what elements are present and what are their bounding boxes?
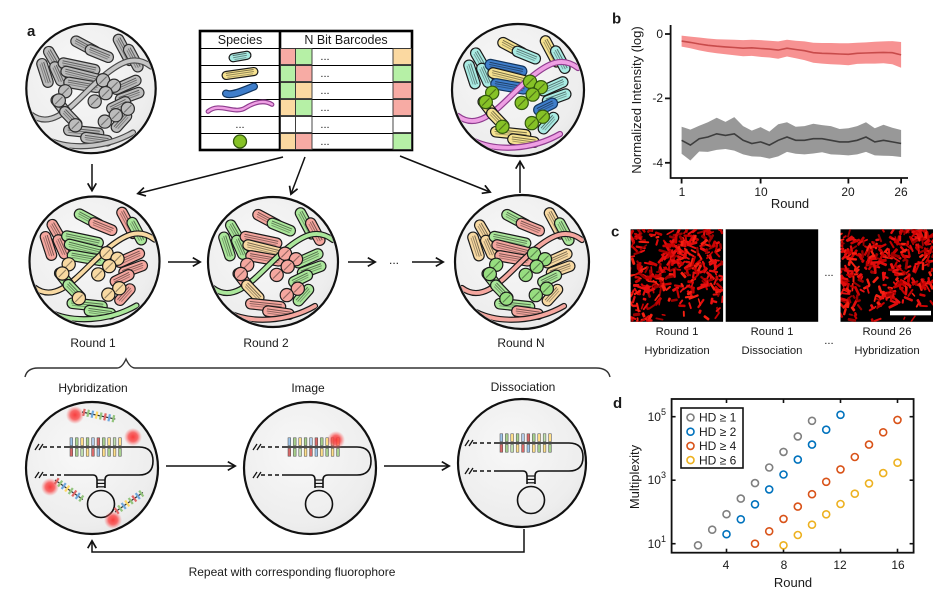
svg-text:Round: Round (771, 196, 809, 211)
svg-text:8: 8 (781, 558, 788, 572)
svg-text:...: ... (320, 119, 329, 131)
svg-text:...: ... (235, 119, 244, 131)
svg-text:d: d (613, 395, 622, 412)
svg-text:16: 16 (891, 558, 905, 572)
svg-text:...: ... (320, 68, 329, 80)
svg-text:1: 1 (679, 185, 686, 199)
svg-text:4: 4 (723, 558, 730, 572)
svg-text:10: 10 (754, 185, 768, 199)
svg-text:...: ... (320, 136, 329, 148)
svg-text:...: ... (824, 335, 833, 347)
svg-text:...: ... (389, 253, 399, 267)
svg-text:Round N: Round N (497, 336, 544, 350)
svg-text:...: ... (320, 102, 329, 114)
svg-text:...: ... (824, 267, 833, 279)
svg-text:Round 2: Round 2 (243, 336, 289, 350)
svg-text:Hybridization: Hybridization (854, 345, 919, 357)
svg-text:Round: Round (774, 575, 812, 590)
svg-text:Round 1: Round 1 (70, 336, 116, 350)
svg-text:Image: Image (291, 381, 325, 395)
svg-text:Round 26: Round 26 (863, 326, 912, 338)
svg-text:Round 1: Round 1 (751, 326, 794, 338)
svg-text:Dissociation: Dissociation (491, 380, 556, 394)
svg-text:Hybridization: Hybridization (644, 345, 709, 357)
svg-text:-4: -4 (652, 156, 663, 170)
svg-text:b: b (612, 10, 621, 27)
svg-text:HD ≥ 4: HD ≥ 4 (699, 439, 737, 453)
svg-text:HD ≥ 1: HD ≥ 1 (699, 411, 737, 425)
svg-text:Dissociation: Dissociation (742, 345, 803, 357)
svg-text:26: 26 (894, 185, 908, 199)
svg-text:Hybridization: Hybridization (58, 381, 127, 395)
svg-text:Multiplexity: Multiplexity (627, 444, 642, 509)
svg-text:a: a (27, 23, 36, 40)
svg-text:N Bit Barcodes: N Bit Barcodes (304, 33, 387, 47)
svg-text:-2: -2 (652, 91, 663, 105)
svg-text:20: 20 (841, 185, 855, 199)
svg-text:HD ≥ 2: HD ≥ 2 (699, 425, 737, 439)
svg-text:Round 1: Round 1 (656, 326, 699, 338)
svg-text:...: ... (320, 85, 329, 97)
svg-text:...: ... (320, 51, 329, 63)
svg-text:Normalized Intensity (log): Normalized Intensity (log) (629, 26, 644, 173)
svg-text:c: c (611, 224, 619, 241)
svg-text:12: 12 (833, 558, 847, 572)
svg-text:0: 0 (656, 27, 663, 41)
svg-text:Species: Species (218, 33, 262, 47)
svg-text:HD ≥ 6: HD ≥ 6 (699, 453, 737, 467)
svg-text:Repeat with corresponding fluo: Repeat with corresponding fluorophore (189, 565, 396, 579)
